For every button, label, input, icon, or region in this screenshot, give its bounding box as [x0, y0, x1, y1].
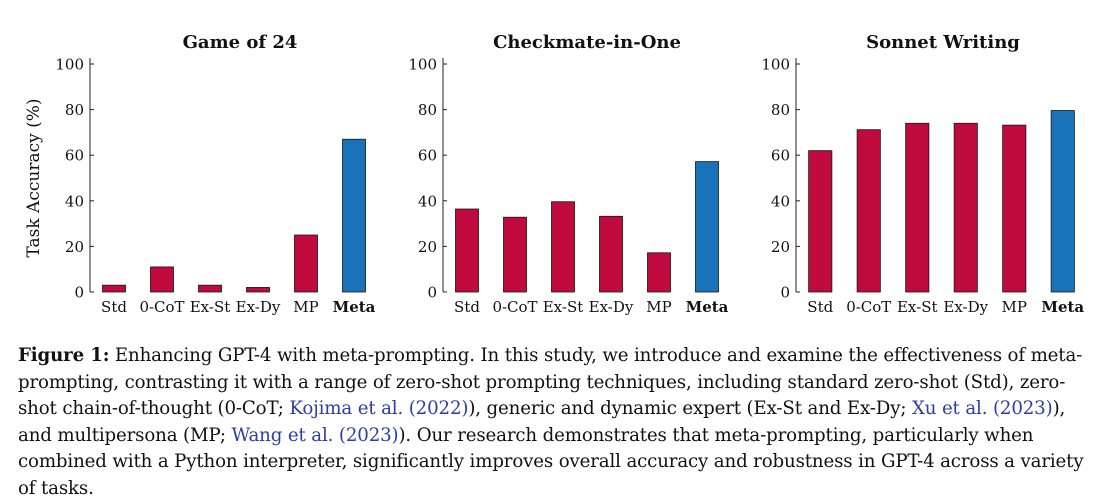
- y-tick-label: 0: [427, 284, 437, 302]
- x-tick-label: Meta: [333, 298, 376, 316]
- y-tick-label: 60: [65, 147, 84, 165]
- bar-ex-dy: [953, 122, 978, 293]
- y-tick-label: 20: [65, 238, 84, 256]
- bar-mp: [294, 234, 318, 293]
- y-tick-label: 100: [55, 56, 84, 74]
- x-tick-label: 0-CoT: [139, 298, 184, 316]
- caption-text-3: ), and multipersona (MP;: [18, 398, 1066, 446]
- bar-std: [102, 284, 126, 293]
- chart-title: Checkmate-in-One: [493, 32, 681, 53]
- bar-ex-st: [551, 201, 575, 293]
- bar-ex-dy: [246, 287, 270, 293]
- bar-0-cot: [150, 266, 174, 293]
- bar-meta: [695, 161, 719, 293]
- x-tick-label: MP: [646, 298, 671, 316]
- chart-panel-3: Sonnet Writing 0 20 40 60 80 100 Std 0-CoT Ex-St E…: [761, 32, 1084, 316]
- caption-citation-xu[interactable]: Xu et al. (2023): [911, 398, 1053, 419]
- caption-text-4: ). Our research demonstrates that meta-p…: [18, 424, 1084, 499]
- y-tick-label: 60: [771, 147, 790, 165]
- bar-mp: [1002, 124, 1027, 293]
- caption-text-1: Enhancing GPT-4 with meta-prompting. In …: [18, 345, 1083, 419]
- figure-caption: Figure 1: Enhancing GPT-4 with meta-prom…: [18, 343, 1098, 502]
- y-tick-label: 40: [771, 192, 790, 210]
- x-tick-label: Std: [807, 298, 833, 316]
- chart-title: Game of 24: [183, 32, 298, 53]
- y-tick-label: 60: [418, 147, 437, 165]
- y-axis-label: Task Accuracy (%): [24, 98, 44, 257]
- chart-panel-2: Checkmate-in-One 0 20 40 60 80 100 Std 0-CoT Ex-S…: [408, 32, 728, 316]
- y-tick-label: 0: [74, 284, 84, 302]
- y-tick-label: 80: [65, 101, 84, 119]
- y-tick-label: 20: [771, 238, 790, 256]
- caption-citation-wang[interactable]: Wang et al. (2023): [231, 424, 399, 446]
- x-tick-label: Meta: [1041, 298, 1084, 316]
- x-tick-label: Ex-Dy: [943, 298, 988, 316]
- x-tick-label: MP: [1002, 298, 1027, 316]
- bar-mp: [647, 252, 671, 293]
- x-tick-label: Ex-St: [897, 298, 938, 316]
- y-tick-label: 40: [65, 192, 84, 210]
- y-tick-label: 80: [771, 101, 790, 119]
- bar-std: [455, 208, 479, 293]
- y-tick-label: 0: [780, 284, 790, 302]
- caption-citation-kojima[interactable]: Kojima et al. (2022): [289, 398, 469, 419]
- bar-ex-dy: [599, 215, 623, 293]
- y-tick-label: 40: [418, 192, 437, 210]
- x-tick-label: 0-CoT: [846, 298, 891, 316]
- x-tick-label: Std: [101, 298, 127, 316]
- bar-ex-st: [198, 284, 222, 293]
- x-tick-label: Meta: [686, 298, 729, 316]
- y-tick-label: 100: [408, 56, 437, 74]
- x-tick-label: Ex-Dy: [589, 298, 634, 316]
- caption-text-2: ), generic and dynamic expert (Ex-St and…: [468, 398, 912, 419]
- figure-charts: Game of 24 0 20 40 60 80 100 Task Accuracy (%) S…: [24, 32, 1084, 316]
- bar-meta: [342, 138, 366, 293]
- y-tick-label: 100: [761, 56, 790, 74]
- x-tick-label: Ex-Dy: [236, 298, 281, 316]
- chart-title: Sonnet Writing: [866, 32, 1020, 53]
- bar-0-cot: [503, 216, 527, 293]
- x-tick-label: Std: [454, 298, 480, 316]
- x-tick-label: MP: [293, 298, 318, 316]
- caption-figure-label: Figure 1:: [18, 345, 110, 366]
- x-tick-label: 0-CoT: [492, 298, 537, 316]
- x-tick-label: Ex-St: [543, 298, 584, 316]
- x-tick-label: Ex-St: [190, 298, 231, 316]
- bar-std: [808, 150, 833, 293]
- y-tick-label: 80: [418, 101, 437, 119]
- chart-panel-1: Game of 24 0 20 40 60 80 100 Task Accuracy (%) S…: [24, 32, 376, 316]
- bar-ex-st: [905, 122, 930, 293]
- bar-0-cot: [856, 129, 881, 293]
- y-tick-label: 20: [418, 238, 437, 256]
- bar-meta: [1050, 110, 1075, 293]
